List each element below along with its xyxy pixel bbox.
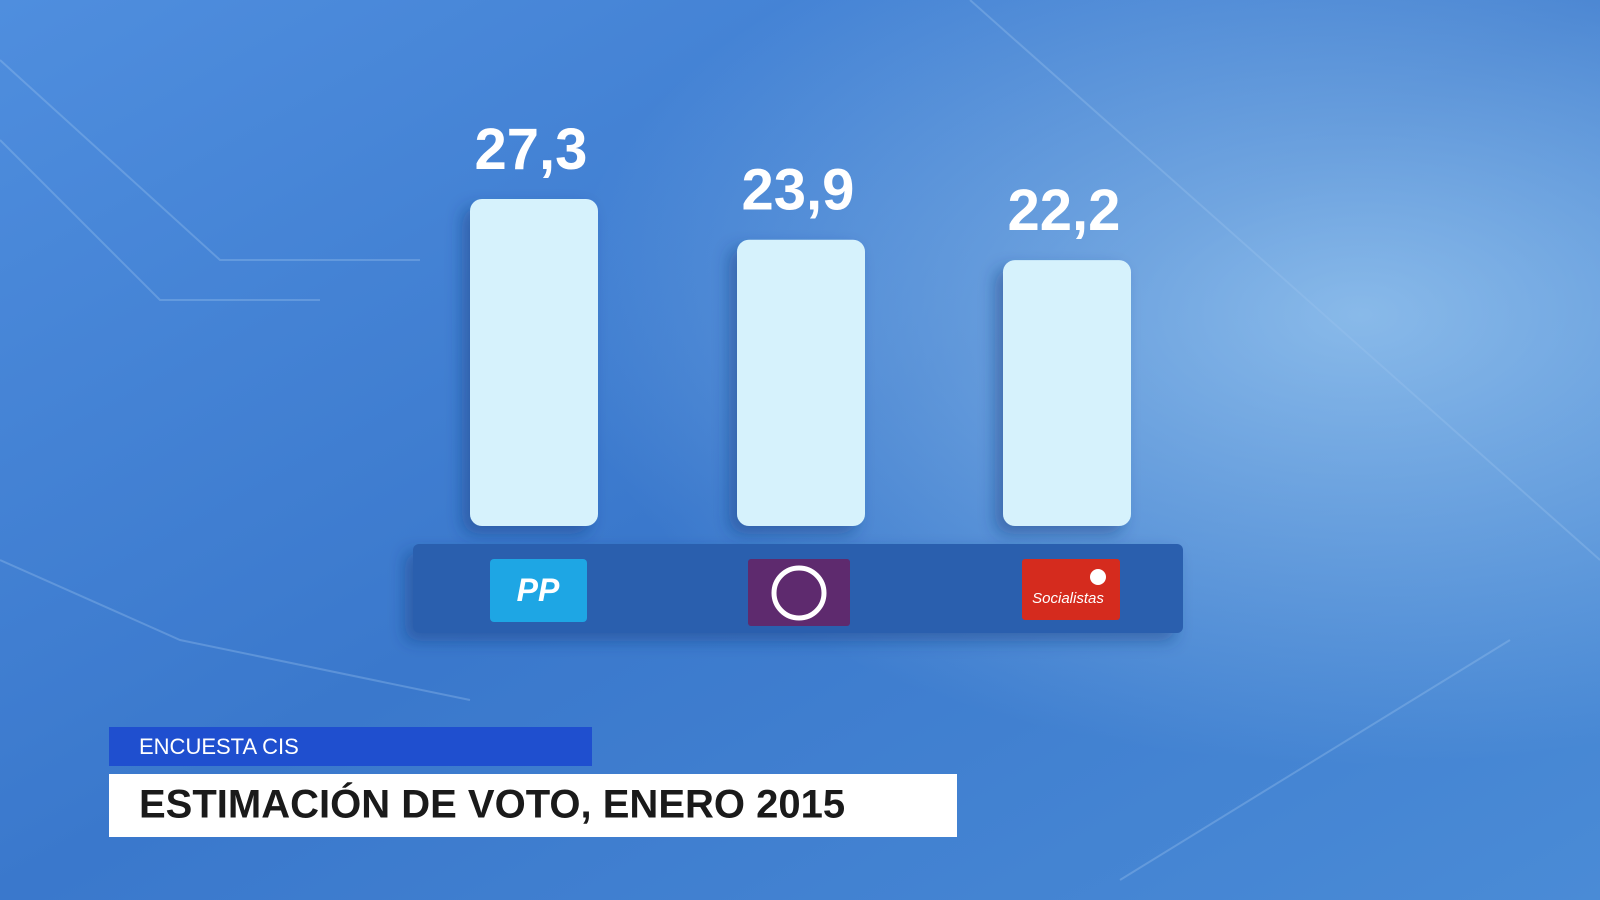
title-band [109, 774, 957, 837]
decor-line [0, 59, 420, 261]
decor-line [969, 0, 1600, 561]
podemos-logo [748, 559, 850, 626]
chart-subtitle: ENCUESTA CIS [139, 734, 299, 759]
category-label: PP [517, 572, 560, 608]
bar [1003, 260, 1131, 526]
value-label: 22,2 [1008, 178, 1121, 243]
decor-line [0, 139, 320, 301]
chart-title: ESTIMACIÓN DE VOTO, ENERO 2015 [139, 781, 845, 827]
bars: 27,3 23,9 22,2 [470, 117, 1131, 526]
decor-line [0, 559, 471, 701]
psoe-rose [1090, 569, 1106, 585]
decor-line [1119, 639, 1511, 881]
podemos-ring [771, 565, 827, 621]
pp-logo [490, 559, 587, 622]
subtitle-band [109, 727, 592, 766]
decor-lines [0, 0, 1600, 881]
value-label: 23,9 [742, 158, 855, 223]
value-label: 27,3 [475, 117, 588, 182]
bar [470, 199, 598, 526]
category-label: Socialistas [1032, 590, 1104, 607]
bar [737, 239, 865, 526]
